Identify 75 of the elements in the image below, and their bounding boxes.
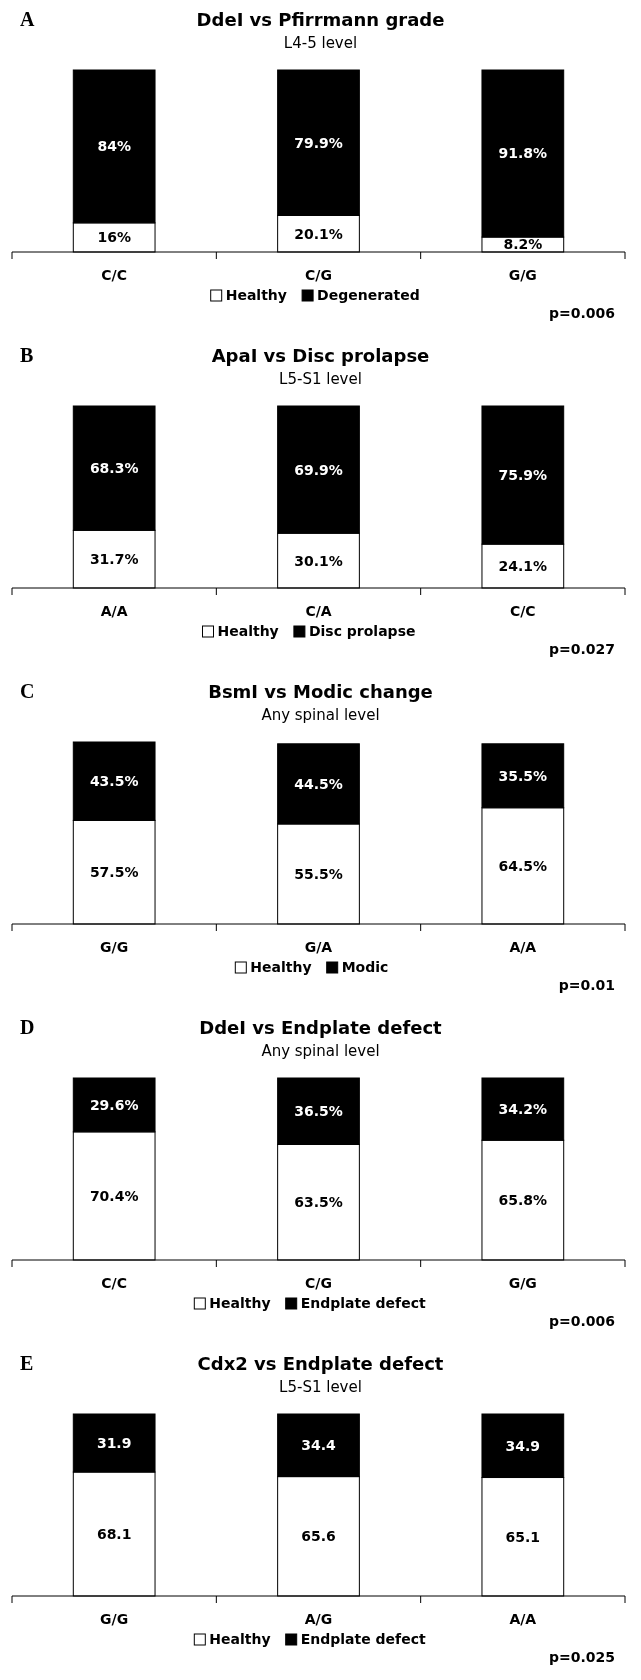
data-label: 75.9% [498, 466, 548, 483]
data-label: 55.5% [294, 865, 343, 882]
text: p=0.025 [548, 1649, 615, 1665]
x-tick-label: A/A [100, 603, 128, 619]
text: p=0.01 [558, 977, 615, 993]
legend-label: Healthy [209, 1631, 271, 1647]
chart-subtitle: L4-5 level [283, 34, 358, 52]
chart-subtitle: L5-S1 level [279, 370, 362, 388]
chart-subtitle: Any spinal level [261, 706, 380, 724]
x-tick-label: G/G [508, 267, 537, 283]
data-label: 29.6% [89, 1096, 139, 1113]
data-label: 79.9% [294, 134, 343, 151]
legend-label: Healthy [250, 959, 312, 975]
data-label: 31.7% [89, 551, 139, 568]
x-tick-label: C/G [305, 1275, 332, 1291]
text: p=0.027 [548, 641, 615, 657]
data-label: 57.5% [89, 864, 139, 881]
data-label: 68.1 [96, 1525, 132, 1542]
data-label: 91.8% [498, 145, 548, 162]
x-tick-label: C/C [510, 603, 536, 619]
data-label: 20.1% [294, 225, 343, 242]
x-tick-label: G/G [100, 1611, 129, 1627]
x-tick-label: A/A [509, 1611, 537, 1627]
data-label: 35.5% [498, 767, 548, 784]
x-tick-label: C/G [305, 267, 332, 283]
data-label: 70.4% [89, 1187, 139, 1204]
legend-label: Healthy [217, 623, 279, 639]
data-label: 8.2% [503, 236, 543, 253]
legend-label: Healthy [209, 1295, 271, 1311]
data-label: 34.9 [505, 1437, 541, 1454]
data-label: 44.5% [294, 775, 343, 792]
data-label: 16% [97, 229, 131, 246]
x-tick-label: G/G [508, 1275, 537, 1291]
text: D [20, 1016, 35, 1038]
data-label: 63.5% [294, 1194, 343, 1211]
x-tick-label: C/C [101, 267, 127, 283]
chart-title: BsmI vs Modic change [208, 681, 433, 702]
data-label: 65.8% [498, 1192, 548, 1209]
chart-title: Cdx2 vs Endplate defect [197, 1353, 444, 1374]
data-label: 69.9% [294, 461, 343, 478]
text: B [20, 344, 34, 366]
data-label: 65.6 [301, 1528, 336, 1545]
data-label: 34.2% [498, 1101, 548, 1118]
text: A [20, 8, 35, 30]
data-label: 34.4 [301, 1437, 337, 1454]
data-label: 64.5% [498, 857, 548, 874]
legend-label: Disc prolapse [308, 623, 416, 639]
data-label: 36.5% [294, 1103, 343, 1120]
legend-label: Modic [341, 959, 389, 975]
x-tick-label: G/A [304, 939, 333, 955]
chart-title: ApaI vs Disc prolapse [211, 345, 430, 366]
chart-title: DdeI vs Pfirrmann grade [196, 9, 445, 30]
text: p=0.006 [548, 1313, 615, 1329]
x-tick-label: G/G [100, 939, 129, 955]
x-tick-label: C/C [101, 1275, 127, 1291]
data-label: 31.9 [96, 1434, 132, 1451]
data-label: 65.1 [505, 1528, 541, 1545]
data-label: 68.3% [89, 460, 139, 477]
text: E [20, 1352, 34, 1374]
data-label: 30.1% [294, 552, 343, 569]
legend-label: Endplate defect [300, 1295, 426, 1311]
x-tick-label: A/G [304, 1611, 333, 1627]
data-label: 24.1% [498, 557, 548, 574]
data-label: 84% [97, 138, 131, 155]
legend-label: Healthy [225, 287, 287, 303]
legend-label: Degenerated [317, 287, 420, 303]
data-label: 43.5% [89, 773, 139, 790]
chart-subtitle: Any spinal level [261, 1042, 380, 1060]
x-tick-label: A/A [509, 939, 537, 955]
chart-title: DdeI vs Endplate defect [199, 1017, 443, 1038]
text: p=0.006 [548, 305, 615, 321]
chart-subtitle: L5-S1 level [279, 1378, 362, 1396]
legend-label: Endplate defect [300, 1631, 426, 1647]
x-tick-label: C/A [305, 603, 332, 619]
text: C [20, 680, 35, 702]
